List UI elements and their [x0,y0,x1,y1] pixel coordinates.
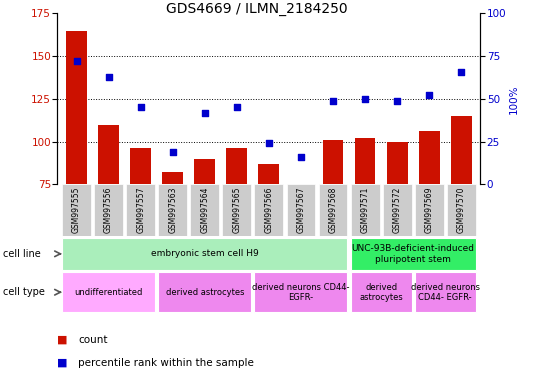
Text: GSM997566: GSM997566 [264,187,274,233]
Text: GSM997572: GSM997572 [393,187,402,233]
Text: GSM997555: GSM997555 [72,187,81,233]
Text: derived
astrocytes: derived astrocytes [359,283,403,302]
Text: ■: ■ [57,335,68,345]
Text: percentile rank within the sample: percentile rank within the sample [78,358,254,368]
Text: UNC-93B-deficient-induced
pluripotent stem: UNC-93B-deficient-induced pluripotent st… [352,244,474,263]
Bar [222,184,251,236]
Bar [126,184,155,236]
Bar [351,238,476,270]
Point [104,74,113,80]
Text: derived neurons CD44-
EGFR-: derived neurons CD44- EGFR- [252,283,349,302]
Bar [162,172,183,313]
Bar [130,149,151,313]
Text: GSM997557: GSM997557 [136,187,145,233]
Bar [158,184,187,236]
Text: GDS4669 / ILMN_2184250: GDS4669 / ILMN_2184250 [166,2,347,16]
Point [265,140,274,146]
Point [457,68,466,74]
Bar [254,184,283,236]
Point [233,104,241,111]
Point [72,58,81,65]
Point [200,109,209,116]
Point [168,149,177,155]
Text: GSM997563: GSM997563 [168,187,177,233]
Bar [419,131,440,313]
Text: derived neurons
CD44- EGFR-: derived neurons CD44- EGFR- [411,283,480,302]
Text: GSM997565: GSM997565 [233,187,241,233]
Text: GSM997567: GSM997567 [296,187,305,233]
Bar [415,184,443,236]
Text: ■: ■ [57,358,68,368]
Point [296,154,305,160]
Bar [355,138,376,313]
Text: derived astrocytes: derived astrocytes [165,288,244,297]
Bar [351,272,412,312]
Bar [447,184,476,236]
Text: cell line: cell line [3,249,40,259]
Bar [258,164,280,313]
Text: GSM997570: GSM997570 [457,187,466,233]
Bar [415,272,476,312]
Text: GSM997569: GSM997569 [425,187,434,233]
Bar [62,238,347,270]
Point [136,104,145,111]
Bar [287,184,316,236]
Text: embryonic stem cell H9: embryonic stem cell H9 [151,249,259,258]
Bar [66,31,87,313]
Point [393,98,401,104]
Text: cell type: cell type [3,287,45,297]
Bar [254,272,347,312]
Point [361,96,370,102]
Text: GSM997564: GSM997564 [200,187,209,233]
Bar [319,184,347,236]
Bar [387,142,407,313]
Bar [383,184,412,236]
Text: GSM997571: GSM997571 [360,187,370,233]
Point [329,98,337,104]
Bar [194,159,215,313]
Text: GSM997556: GSM997556 [104,187,113,233]
Bar [62,184,91,236]
Text: count: count [78,335,108,345]
Bar [351,184,379,236]
Bar [94,184,123,236]
Bar [451,116,472,313]
Bar [323,140,343,313]
Bar [158,272,251,312]
Text: undifferentiated: undifferentiated [74,288,143,297]
Bar [227,149,247,313]
Bar [98,124,119,313]
Bar [62,272,155,312]
Point [425,93,434,99]
Y-axis label: 100%: 100% [509,84,519,114]
Text: GSM997568: GSM997568 [329,187,337,233]
Bar [290,184,311,313]
Bar [191,184,219,236]
